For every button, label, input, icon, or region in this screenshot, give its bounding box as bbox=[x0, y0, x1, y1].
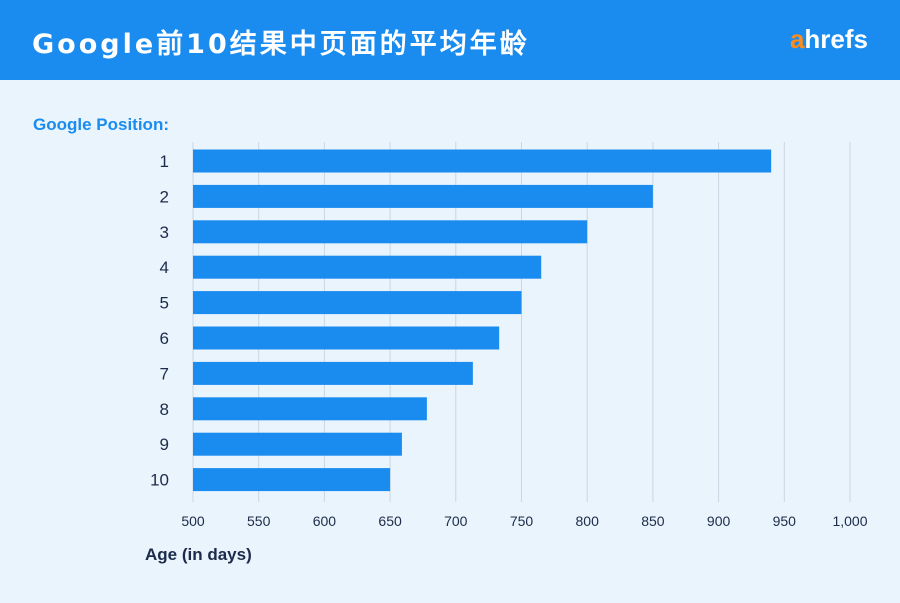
category-label: 5 bbox=[160, 294, 169, 313]
header-bar: Google前10结果中页面的平均年龄 ahrefs bbox=[0, 0, 900, 80]
x-tick-label: 500 bbox=[181, 513, 205, 529]
x-tick-label: 850 bbox=[641, 513, 665, 529]
x-tick-label: 650 bbox=[378, 513, 402, 529]
category-label: 2 bbox=[160, 187, 169, 206]
category-label: 6 bbox=[160, 329, 169, 348]
ahrefs-logo: ahrefs bbox=[790, 24, 868, 55]
category-label: 3 bbox=[160, 223, 169, 242]
bar bbox=[193, 432, 402, 456]
bar bbox=[193, 255, 542, 279]
logo-accent: a bbox=[789, 24, 805, 54]
bar bbox=[193, 291, 522, 315]
category-label: 4 bbox=[160, 258, 169, 277]
category-label: 8 bbox=[160, 400, 169, 419]
category-label: 10 bbox=[150, 471, 169, 490]
chart-area: Google Position: 500 550 600 650 700 750 800 85… bbox=[0, 80, 900, 603]
x-tick-label: 600 bbox=[313, 513, 337, 529]
bar bbox=[193, 326, 500, 350]
bar bbox=[193, 361, 473, 385]
chart-title: Google前10结果中页面的平均年龄 bbox=[32, 29, 530, 60]
bar bbox=[193, 468, 391, 492]
category-label: 9 bbox=[160, 435, 169, 454]
bar bbox=[193, 397, 427, 421]
bar bbox=[193, 184, 653, 208]
bar-chart: 500 550 600 650 700 750 800 850 900 950 1,000 1 2 3 4 5… bbox=[150, 142, 868, 529]
y-axis-label: Google Position: bbox=[33, 115, 169, 134]
x-axis-label: Age (in days) bbox=[145, 545, 252, 564]
x-tick-label: 800 bbox=[576, 513, 600, 529]
category-label: 1 bbox=[160, 152, 169, 171]
x-tick-label: 550 bbox=[247, 513, 271, 529]
x-tick-label: 1,000 bbox=[832, 513, 867, 529]
bar bbox=[193, 149, 772, 173]
x-tick-label: 900 bbox=[707, 513, 731, 529]
x-tick-label: 950 bbox=[773, 513, 797, 529]
bar bbox=[193, 220, 588, 244]
category-label: 7 bbox=[160, 364, 169, 383]
x-tick-label: 700 bbox=[444, 513, 468, 529]
logo-rest: hrefs bbox=[804, 24, 868, 54]
x-tick-label: 750 bbox=[510, 513, 534, 529]
